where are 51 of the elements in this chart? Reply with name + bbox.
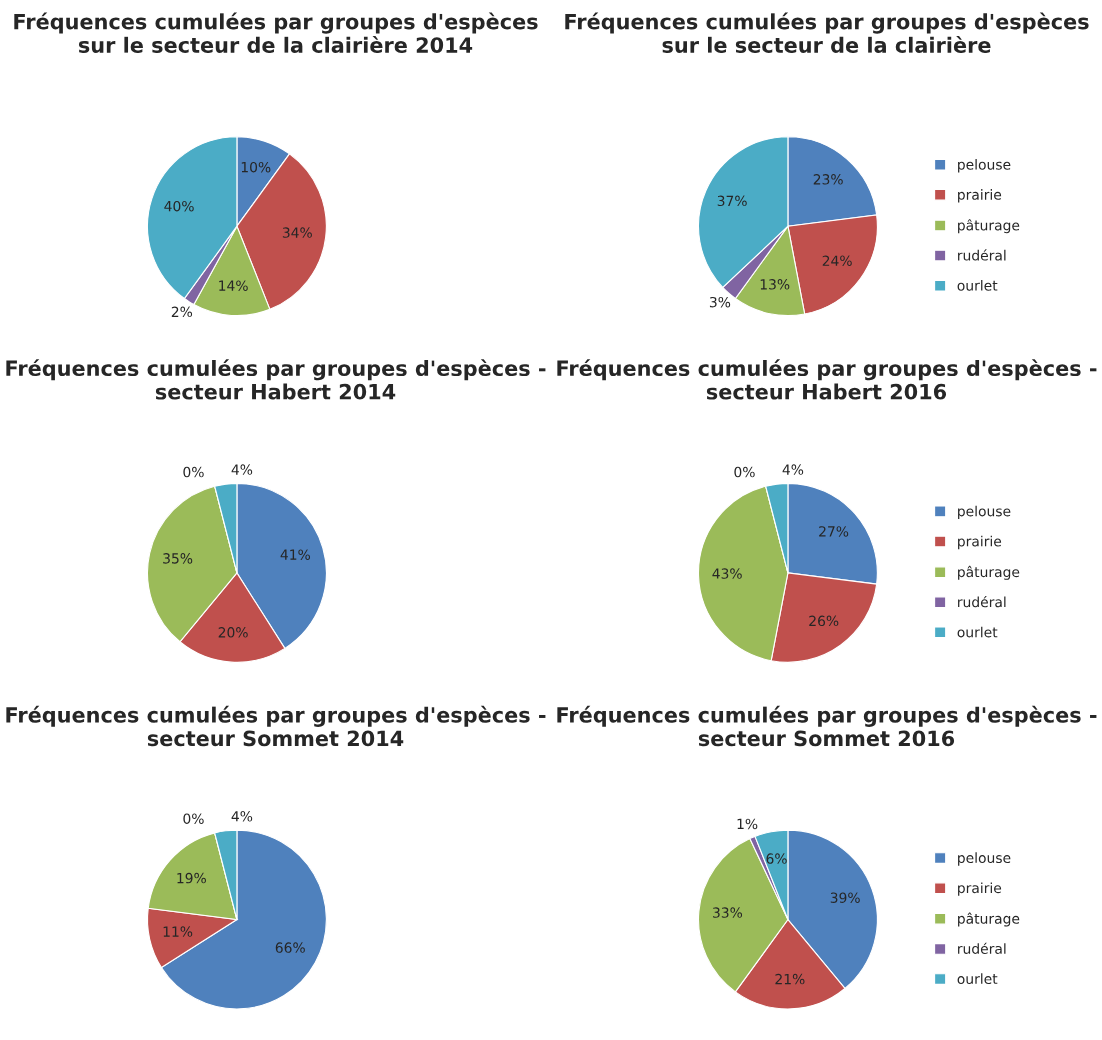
- text: 0%: [183, 466, 204, 478]
- data-label: 20%: [218, 627, 248, 638]
- data-label: 41%: [280, 549, 310, 560]
- data-label: 10%: [241, 161, 271, 173]
- data-label: 4%: [231, 464, 253, 475]
- data-label: 6%: [766, 853, 787, 864]
- legend-label: pelouse: [958, 852, 1011, 866]
- text: 0%: [183, 813, 204, 824]
- data-label: 2%: [171, 306, 193, 318]
- data-label: 13%: [760, 279, 790, 290]
- legend-label: ourlet: [957, 973, 998, 985]
- legend-label: pelouse: [958, 158, 1011, 173]
- data-label: 34%: [282, 227, 312, 238]
- chart-title: Fréquences cumulées par groupes d'espèces sur le secteur de la clairière: [565, 12, 1089, 53]
- legend-label: rudéral: [958, 249, 1006, 261]
- data-label: 14%: [219, 280, 248, 291]
- data-label: 11%: [163, 926, 193, 937]
- data-label: 37%: [717, 195, 747, 207]
- data-label: 24%: [822, 255, 852, 266]
- data-label: 21%: [775, 973, 805, 985]
- legend-label: ourlet: [957, 626, 998, 638]
- data-label: 43%: [712, 568, 742, 579]
- data-label: 3%: [709, 296, 731, 308]
- legend-label: prairie: [958, 189, 1002, 203]
- data-label: 33%: [713, 907, 743, 918]
- legend-label: pâturage: [958, 219, 1020, 234]
- data-label: 35%: [163, 553, 193, 564]
- chart-title: Fréquences cumulées par groupes d'espèces - secteur Habert 2014: [6, 359, 546, 400]
- data-label: 4%: [231, 811, 253, 822]
- data-label: 40%: [164, 200, 194, 212]
- legend-label: rudéral: [958, 595, 1006, 608]
- chart-title: Fréquences cumulées par groupes d'espèces - secteur Habert 2016: [557, 359, 1097, 400]
- chart-title: Fréquences cumulées par groupes d'espèces - secteur Sommet 2016: [557, 705, 1097, 747]
- legend-label: prairie: [958, 535, 1002, 550]
- legend-label: rudéral: [958, 942, 1006, 954]
- data-label: 27%: [819, 526, 849, 537]
- legend-label: prairie: [958, 882, 1002, 896]
- legend-label: pâturage: [958, 912, 1020, 927]
- data-label: 1%: [737, 818, 758, 830]
- data-label: 26%: [809, 615, 839, 627]
- data-label: 4%: [782, 464, 804, 475]
- data-label: 66%: [275, 942, 305, 953]
- legend-label: ourlet: [957, 279, 998, 291]
- chart-title: Fréquences cumulées par groupes d'espèces - secteur Sommet 2014: [6, 705, 546, 747]
- chart-title: Fréquences cumulées par groupes d'espèces sur le secteur de la clairière 2014: [14, 12, 538, 53]
- text: 0%: [734, 466, 755, 478]
- data-label: 23%: [813, 174, 843, 185]
- data-label: 39%: [830, 892, 860, 903]
- legend-label: pelouse: [958, 505, 1011, 520]
- legend-label: pâturage: [958, 565, 1020, 580]
- data-label: 19%: [177, 872, 206, 884]
